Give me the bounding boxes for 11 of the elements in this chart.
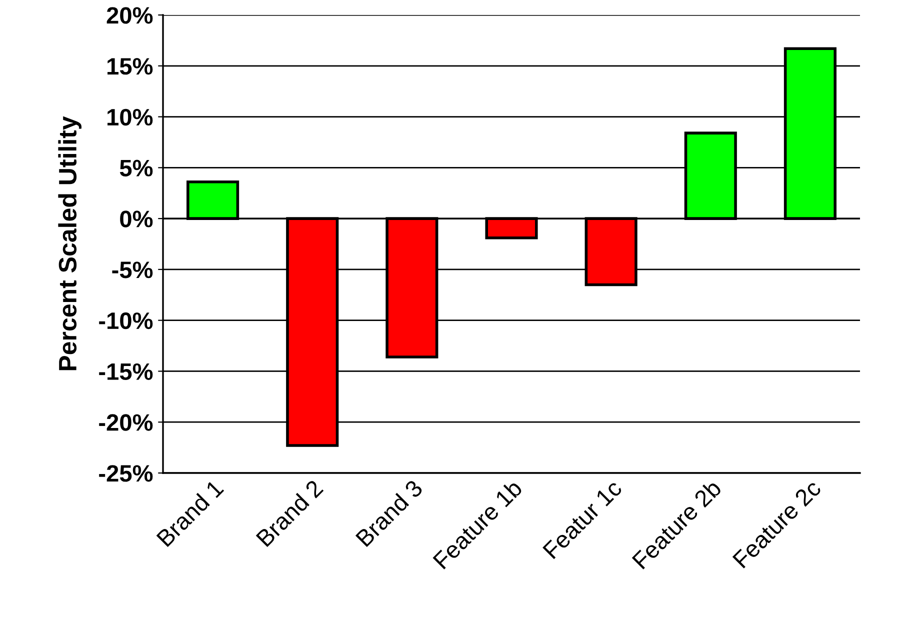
y-tick-label: 10% <box>108 108 153 126</box>
y-tick-label: 20% <box>106 7 153 24</box>
y-tick-label: 5% <box>120 160 153 176</box>
y-tick-label: -20% <box>99 414 153 431</box>
y-tick-label: -10% <box>99 312 153 330</box>
y-tick-label: 15% <box>108 58 153 75</box>
y-tick-label: -5% <box>112 262 153 278</box>
y-axis-title: Percent Scaled Utility <box>58 116 82 370</box>
y-tick-label: 0% <box>120 210 153 228</box>
y-tick-label: -25% <box>99 465 153 482</box>
y-tick-label: -15% <box>99 363 153 380</box>
